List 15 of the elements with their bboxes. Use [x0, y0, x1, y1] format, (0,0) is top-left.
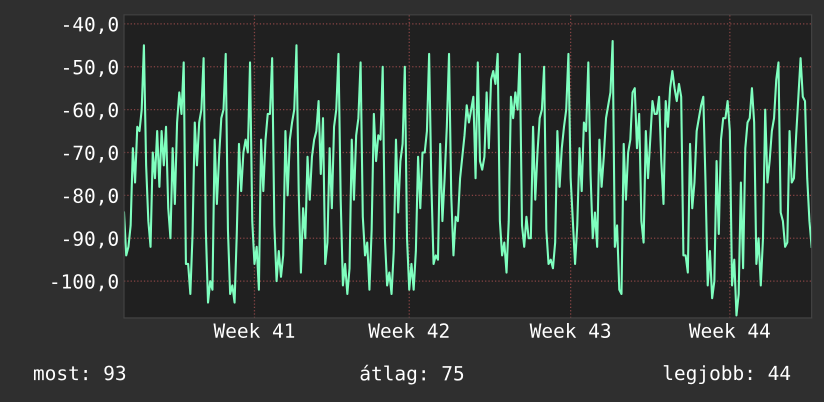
- x-tick-label: Week 42: [368, 322, 449, 338]
- y-tick-label: -60,0: [64, 102, 118, 120]
- y-tick-label: -100,0: [52, 274, 118, 292]
- x-tick-label: Week 41: [213, 322, 294, 338]
- text: legjobb: 44: [664, 365, 790, 384]
- x-tick-label: Week 44: [688, 322, 770, 338]
- text: most: 93: [34, 366, 126, 380]
- y-tick-label: -90,0: [64, 231, 118, 248]
- y-tick-label: -80,0: [64, 188, 118, 206]
- line-series: [124, 40, 812, 316]
- y-tick-label: -50,0: [64, 60, 118, 77]
- y-tick-label: -40,0: [64, 16, 118, 34]
- y-tick-label: -70,0: [64, 146, 118, 163]
- text: átlag: 75: [360, 364, 464, 385]
- x-tick-label: Week 43: [530, 322, 610, 338]
